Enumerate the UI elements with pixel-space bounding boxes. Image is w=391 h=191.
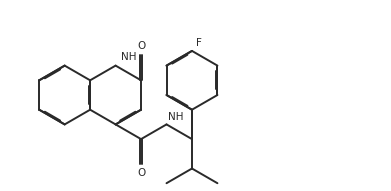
Text: O: O [137, 41, 145, 51]
Text: O: O [137, 168, 145, 178]
Text: NH: NH [122, 52, 137, 62]
Text: NH: NH [169, 112, 184, 122]
Text: F: F [196, 38, 202, 48]
